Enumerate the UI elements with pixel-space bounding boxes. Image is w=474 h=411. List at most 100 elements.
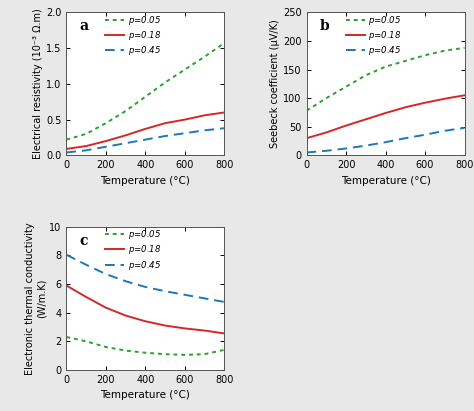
$p$=0.45 <box>422 132 428 137</box>
X-axis label: Temperature (°C): Temperature (°C) <box>341 176 430 186</box>
$p$=0.45 <box>162 289 168 294</box>
$p$=0.45 <box>123 279 128 284</box>
Y-axis label: Electronic thermal conductivity
(W/m.K): Electronic thermal conductivity (W/m.K) <box>25 222 46 375</box>
$p$=0.45 <box>304 150 310 155</box>
$p$=0.05 <box>123 348 128 353</box>
Line: $p$=0.05: $p$=0.05 <box>66 43 224 140</box>
$p$=0.45 <box>143 284 148 289</box>
$p$=0.18 <box>123 133 128 138</box>
$p$=0.18 <box>202 328 208 333</box>
$p$=0.18 <box>442 96 447 101</box>
$p$=0.05 <box>143 350 148 355</box>
$p$=0.45 <box>221 300 227 305</box>
$p$=0.18 <box>221 331 227 336</box>
$p$=0.18 <box>343 123 349 128</box>
X-axis label: Temperature (°C): Temperature (°C) <box>100 390 190 400</box>
Text: a: a <box>79 19 88 33</box>
$p$=0.05 <box>442 48 447 53</box>
X-axis label: Temperature (°C): Temperature (°C) <box>100 176 190 186</box>
$p$=0.05 <box>323 96 329 101</box>
$p$=0.18 <box>402 105 408 110</box>
$p$=0.05 <box>363 73 369 78</box>
$p$=0.45 <box>383 140 388 145</box>
$p$=0.05 <box>103 344 109 349</box>
$p$=0.18 <box>462 93 467 98</box>
Line: $p$=0.45: $p$=0.45 <box>307 128 465 152</box>
$p$=0.18 <box>103 305 109 310</box>
$p$=0.45 <box>202 296 208 301</box>
$p$=0.18 <box>182 117 188 122</box>
$p$=0.05 <box>123 109 128 113</box>
$p$=0.45 <box>182 131 188 136</box>
$p$=0.45 <box>442 128 447 133</box>
Legend: $p$=0.05, $p$=0.18, $p$=0.45: $p$=0.05, $p$=0.18, $p$=0.45 <box>346 14 401 57</box>
$p$=0.18 <box>383 111 388 115</box>
$p$=0.45 <box>162 134 168 139</box>
$p$=0.05 <box>402 58 408 63</box>
$p$=0.05 <box>162 352 168 357</box>
$p$=0.05 <box>64 137 69 142</box>
$p$=0.18 <box>182 326 188 331</box>
Line: $p$=0.45: $p$=0.45 <box>66 255 224 302</box>
$p$=0.45 <box>182 292 188 297</box>
$p$=0.05 <box>202 352 208 357</box>
$p$=0.18 <box>64 283 69 288</box>
$p$=0.18 <box>83 143 89 148</box>
$p$=0.05 <box>162 80 168 85</box>
$p$=0.18 <box>221 110 227 115</box>
$p$=0.18 <box>103 139 109 143</box>
Line: $p$=0.05: $p$=0.05 <box>66 337 224 355</box>
Text: c: c <box>79 234 88 248</box>
$p$=0.05 <box>202 54 208 59</box>
$p$=0.18 <box>323 130 329 135</box>
$p$=0.45 <box>221 126 227 131</box>
$p$=0.18 <box>143 319 148 324</box>
Line: $p$=0.05: $p$=0.05 <box>307 48 465 111</box>
$p$=0.18 <box>143 127 148 132</box>
$p$=0.45 <box>143 137 148 142</box>
$p$=0.45 <box>363 143 369 148</box>
$p$=0.18 <box>304 136 310 141</box>
Y-axis label: Electrical resistivity (10⁻³ Ω.m): Electrical resistivity (10⁻³ Ω.m) <box>33 9 43 159</box>
$p$=0.05 <box>343 84 349 89</box>
$p$=0.05 <box>182 67 188 72</box>
$p$=0.45 <box>123 141 128 145</box>
$p$=0.18 <box>363 117 369 122</box>
$p$=0.45 <box>343 146 349 151</box>
$p$=0.05 <box>182 352 188 357</box>
Legend: $p$=0.05, $p$=0.18, $p$=0.45: $p$=0.05, $p$=0.18, $p$=0.45 <box>105 229 161 272</box>
$p$=0.45 <box>462 125 467 130</box>
$p$=0.05 <box>383 64 388 69</box>
$p$=0.18 <box>162 323 168 328</box>
$p$=0.05 <box>83 339 89 344</box>
Line: $p$=0.45: $p$=0.45 <box>66 128 224 152</box>
$p$=0.18 <box>64 146 69 151</box>
$p$=0.45 <box>103 144 109 149</box>
Y-axis label: Seebeck coefficient (μV/K): Seebeck coefficient (μV/K) <box>270 19 280 148</box>
Line: $p$=0.18: $p$=0.18 <box>66 113 224 149</box>
$p$=0.05 <box>221 41 227 46</box>
$p$=0.45 <box>83 262 89 267</box>
$p$=0.18 <box>202 113 208 118</box>
$p$=0.45 <box>202 128 208 133</box>
$p$=0.45 <box>64 252 69 257</box>
$p$=0.05 <box>143 94 148 99</box>
$p$=0.45 <box>83 148 89 153</box>
$p$=0.45 <box>64 150 69 155</box>
$p$=0.05 <box>221 347 227 352</box>
Line: $p$=0.18: $p$=0.18 <box>66 286 224 333</box>
$p$=0.45 <box>103 272 109 277</box>
$p$=0.18 <box>422 100 428 105</box>
$p$=0.05 <box>83 132 89 136</box>
$p$=0.45 <box>323 148 329 153</box>
$p$=0.05 <box>304 108 310 113</box>
Legend: $p$=0.05, $p$=0.18, $p$=0.45: $p$=0.05, $p$=0.18, $p$=0.45 <box>105 14 161 57</box>
$p$=0.18 <box>123 313 128 318</box>
$p$=0.18 <box>162 121 168 126</box>
$p$=0.05 <box>64 335 69 339</box>
$p$=0.05 <box>103 121 109 126</box>
Text: b: b <box>319 19 329 33</box>
$p$=0.05 <box>422 53 428 58</box>
$p$=0.18 <box>83 295 89 300</box>
$p$=0.05 <box>462 45 467 50</box>
